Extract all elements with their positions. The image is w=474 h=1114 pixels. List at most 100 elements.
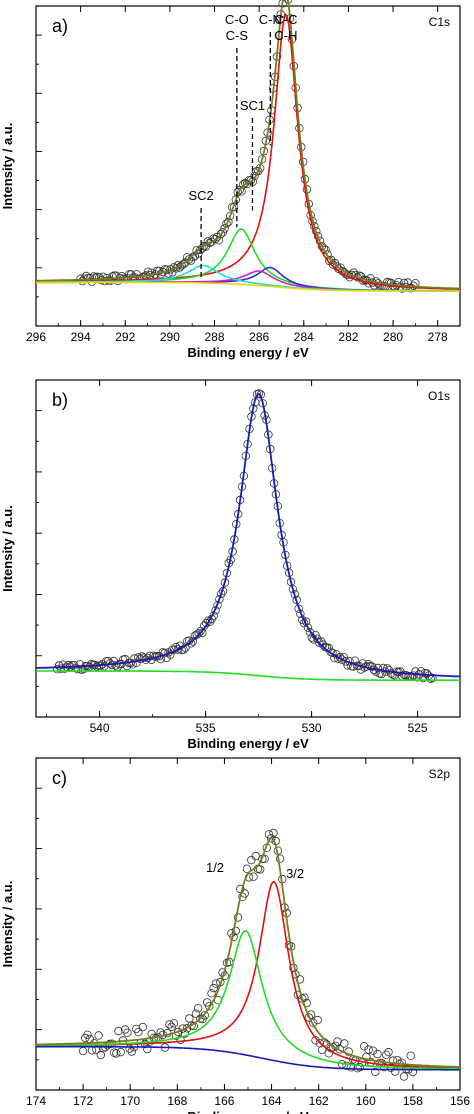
- x-tick-label: 284: [294, 330, 314, 344]
- data-point: [236, 884, 245, 894]
- data-point: [209, 983, 218, 993]
- data-point: [194, 629, 203, 638]
- peak-annotation: 1/2: [206, 860, 224, 875]
- data-point: [222, 219, 231, 228]
- plot-frame: [35, 379, 461, 718]
- x-tick-label: 158: [403, 1094, 423, 1108]
- x-axis-title: Binding energy / eV: [187, 345, 309, 360]
- x-tick-label: 174: [26, 1094, 46, 1108]
- data-point: [267, 834, 276, 843]
- data-point: [337, 655, 347, 664]
- data-point: [360, 1042, 369, 1051]
- y-axis-title: Intensity / a.u.: [0, 123, 15, 210]
- data-point: [220, 224, 229, 233]
- x-tick-label: 296: [26, 330, 46, 344]
- data-point: [225, 211, 235, 220]
- data-point: [344, 1047, 353, 1056]
- data-point: [218, 227, 227, 237]
- peak-annotation: C-C: [274, 12, 297, 27]
- x-tick-label: 164: [262, 1094, 282, 1108]
- data-point: [368, 1046, 378, 1055]
- data-point: [164, 269, 173, 278]
- x-tick-label: 168: [167, 1094, 187, 1108]
- x-tick-label: 535: [196, 721, 216, 735]
- data-point: [382, 1050, 391, 1059]
- y-axis-title: Intensity / a.u.: [0, 881, 15, 968]
- data-point: [231, 195, 240, 204]
- data-point: [300, 993, 309, 1002]
- data-point: [364, 1045, 373, 1054]
- data-point: [176, 1035, 185, 1045]
- data-point: [333, 1037, 342, 1046]
- panel-o1s: 540 535 530 525 Binding energy / eV Intensity…: [0, 379, 461, 751]
- data-point: [371, 1067, 380, 1077]
- data-point: [373, 1049, 382, 1059]
- data-point: [193, 1004, 203, 1013]
- data-point: [315, 1039, 325, 1048]
- data-point: [335, 1045, 345, 1054]
- peak-component-2: [36, 930, 460, 1070]
- data-point: [92, 1045, 101, 1054]
- data-point: [326, 647, 335, 656]
- data-point: [111, 661, 120, 670]
- baseline-curve: [36, 670, 460, 681]
- data-point: [355, 1062, 364, 1072]
- data-point: [196, 627, 205, 636]
- x-tick-label: 286: [249, 330, 269, 344]
- x-axis-title: Binding energy / eV: [187, 736, 309, 751]
- data-point: [349, 662, 358, 671]
- data-point: [315, 236, 325, 245]
- spectrum-label: O1s: [428, 389, 450, 403]
- peak-annotation: SC1: [240, 98, 265, 113]
- x-tick-label: 530: [302, 721, 322, 735]
- data-point: [388, 1056, 398, 1065]
- data-point: [205, 1002, 214, 1011]
- data-point: [149, 651, 158, 660]
- spectrum-label: C1s: [429, 15, 450, 29]
- data-point: [310, 221, 319, 231]
- x-tick-label: 540: [90, 721, 110, 735]
- data-point: [242, 864, 252, 873]
- data-point: [313, 1015, 322, 1025]
- data-point: [128, 660, 137, 669]
- data-point: [284, 941, 294, 950]
- panel-s2p: 174 172 170 168 166 164 162 160 158 156 Binding en…: [0, 757, 470, 1114]
- data-point: [179, 259, 188, 269]
- data-point: [304, 1013, 314, 1022]
- data-point: [346, 1063, 356, 1072]
- peak-annotation: C-H: [274, 28, 297, 43]
- data-point: [362, 1052, 371, 1062]
- data-point: [313, 231, 323, 241]
- data-point: [406, 1051, 415, 1060]
- data-point: [233, 913, 243, 922]
- x-tick-label: 160: [356, 1094, 376, 1108]
- baseline-curve: [36, 281, 460, 292]
- x-tick-label: 294: [71, 330, 91, 344]
- data-point: [191, 1009, 201, 1018]
- plot-frame: [35, 5, 461, 327]
- panel-label: b): [52, 390, 68, 410]
- data-point: [180, 1029, 190, 1038]
- data-point: [200, 1011, 209, 1020]
- x-tick-label: 278: [428, 330, 448, 344]
- envelope-fit: [36, 836, 461, 1068]
- data-point: [256, 865, 265, 874]
- panel-label: c): [52, 768, 67, 788]
- data-point: [127, 1047, 136, 1056]
- x-tick-label: 170: [120, 1094, 140, 1108]
- data-point: [215, 595, 224, 604]
- data-point: [165, 1020, 174, 1029]
- data-point: [138, 1022, 148, 1032]
- data-point: [409, 671, 418, 680]
- peak-annotation: C-S: [226, 28, 249, 43]
- data-point: [258, 399, 267, 408]
- data-point: [239, 180, 248, 189]
- data-point: [428, 673, 437, 683]
- data-point: [328, 648, 337, 658]
- peak-component-1: [35, 880, 461, 1069]
- data-point: [134, 1027, 143, 1037]
- data-point: [94, 1031, 103, 1040]
- data-point: [264, 830, 274, 839]
- data-point: [197, 244, 207, 253]
- x-axis-title: Binding energy / eV: [187, 1109, 309, 1114]
